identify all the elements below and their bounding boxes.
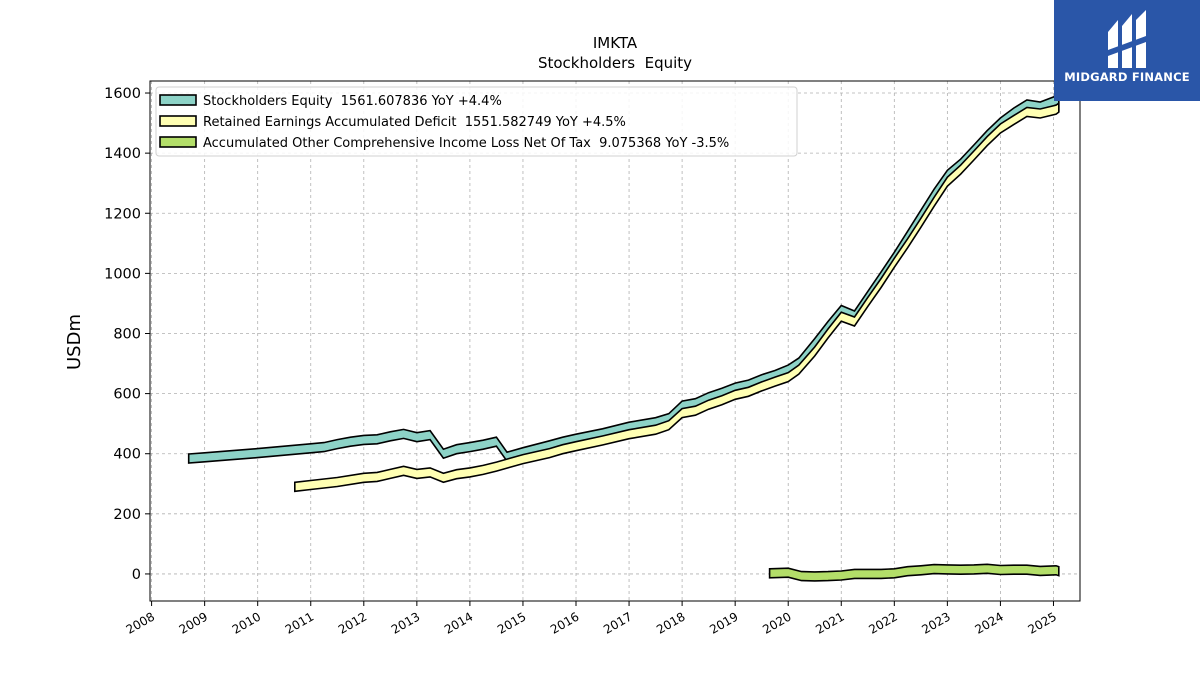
legend-label-3: Accumulated Other Comprehensive Income L… [203, 136, 729, 151]
chart-title: IMKTA [593, 34, 638, 52]
series-line-3 [768, 563, 1060, 582]
y-axis-label: USDm [64, 314, 85, 370]
x-tick-label: 2024 [972, 609, 1005, 636]
x-tick-label: 2015 [495, 609, 528, 636]
x-tick-label: 2016 [548, 609, 581, 636]
y-tick-label: 800 [113, 326, 141, 342]
y-tick-label: 1400 [104, 146, 141, 162]
series-line-2 [294, 101, 1060, 493]
x-tick-label: 2017 [601, 609, 634, 636]
grid [150, 81, 1080, 601]
y-tick-label: 1600 [104, 86, 141, 102]
x-tick-label: 2018 [654, 609, 687, 636]
x-tick-label: 2022 [866, 609, 899, 636]
legend-box [155, 86, 798, 157]
x-tick-label: 2008 [124, 609, 157, 636]
legend-swatch-2 [159, 115, 197, 127]
x-tick-label: 2020 [760, 609, 793, 636]
chart-subtitle: Stockholders Equity [538, 54, 692, 72]
x-tick-label: 2019 [707, 609, 740, 636]
x-tick-label: 2021 [813, 609, 846, 636]
legend-swatch-1 [159, 94, 197, 106]
legend-label-2: Retained Earnings Accumulated Deficit 15… [203, 115, 626, 130]
y-tick-label: 0 [132, 567, 141, 583]
y-tick-label: 400 [113, 447, 141, 463]
brand-logo: MIDGARD FINANCE [1054, 0, 1200, 101]
series-lines [187, 95, 1060, 582]
x-tick-label: 2009 [177, 609, 210, 636]
legend-label-1: Stockholders Equity 1561.607836 YoY +4.4… [203, 94, 502, 109]
y-tick-label: 200 [113, 507, 141, 523]
y-tick-label: 1200 [104, 206, 141, 222]
x-tick-label: 2025 [1026, 609, 1059, 636]
x-tick-label: 2010 [230, 609, 263, 636]
legend-swatch-3 [159, 136, 197, 148]
plot-frame [149, 80, 1081, 602]
x-tick-label: 2023 [919, 609, 952, 636]
legend: Stockholders Equity 1561.607836 YoY +4.4… [155, 86, 798, 157]
logo-text: MIDGARD FINANCE [1064, 70, 1190, 84]
axes: 0 200 400 600 800 1000 1200 1400 1600 2008 2009 201… [104, 80, 1081, 637]
x-tick-label: 2014 [442, 609, 475, 636]
x-tick-label: 2013 [389, 609, 422, 636]
y-tick-label: 1000 [104, 266, 141, 282]
x-tick-label: 2011 [283, 609, 316, 636]
logo-mark-icon [1108, 10, 1146, 68]
x-tick-label: 2012 [336, 609, 369, 636]
y-tick-label: 600 [113, 387, 141, 403]
